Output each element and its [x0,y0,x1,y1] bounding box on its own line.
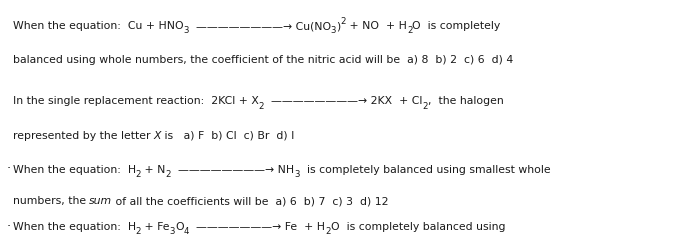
Text: O  is completely: O is completely [413,21,500,31]
Text: 2: 2 [165,170,171,179]
Text: balanced using whole numbers, the coefficient of the nitric acid will be  a) 8  : balanced using whole numbers, the coeffi… [13,55,513,65]
Text: ————————→ Cu(NO: ————————→ Cu(NO [188,21,331,31]
Text: When the equation:  H: When the equation: H [13,165,135,174]
Text: ————————→ NH: ————————→ NH [171,165,294,174]
Text: of all the coefficients will be  a) 6  b) 7  c) 3  d) 12: of all the coefficients will be a) 6 b) … [112,196,389,206]
Text: X: X [154,130,161,140]
Text: 2: 2 [341,17,346,26]
Text: 3: 3 [170,227,175,236]
Text: ———————→ Fe  + H: ———————→ Fe + H [189,222,325,232]
Text: 4: 4 [184,227,189,236]
Text: 3: 3 [183,26,188,35]
Text: 2: 2 [422,102,428,111]
Text: When the equation:  Cu + HNO: When the equation: Cu + HNO [13,21,183,31]
Text: ·: · [7,163,11,175]
Text: + NO  + H: + NO + H [346,21,407,31]
Text: represented by the letter: represented by the letter [13,130,154,140]
Text: In the single replacement reaction:  2KCl + X: In the single replacement reaction: 2KCl… [13,96,258,106]
Text: O  is completely balanced using: O is completely balanced using [331,222,505,232]
Text: 2: 2 [258,102,264,111]
Text: sum: sum [89,196,112,206]
Text: ·: · [7,220,11,233]
Text: + Fe: + Fe [141,222,170,232]
Text: 3: 3 [331,26,336,35]
Text: numbers, the: numbers, the [13,196,89,206]
Text: + N: + N [141,165,165,174]
Text: is   a) F  b) Cl  c) Br  d) I: is a) F b) Cl c) Br d) I [161,130,295,140]
Text: When the equation:  H: When the equation: H [13,222,135,232]
Text: ,  the halogen: , the halogen [428,96,503,106]
Text: is completely balanced using smallest whole: is completely balanced using smallest wh… [299,165,550,174]
Text: 3: 3 [294,170,299,179]
Text: 2: 2 [325,227,331,236]
Text: 2: 2 [135,227,141,236]
Text: 2: 2 [407,26,413,35]
Text: ): ) [336,21,341,31]
Text: 2: 2 [135,170,141,179]
Text: ————————→ 2KX  + Cl: ————————→ 2KX + Cl [264,96,422,106]
Text: O: O [175,222,184,232]
